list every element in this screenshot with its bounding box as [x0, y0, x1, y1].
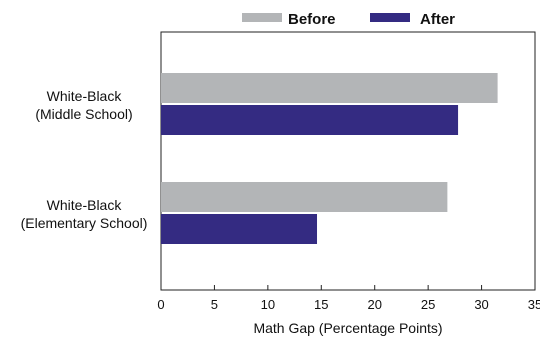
bar-after-1	[161, 214, 318, 244]
legend-label-before: Before	[288, 11, 336, 28]
x-tick-label-7: 35	[528, 297, 540, 312]
x-tick-label-0: 0	[157, 297, 164, 312]
category-label-line: White-Black	[47, 197, 123, 213]
bar-before-0	[161, 73, 498, 103]
plot-frame	[160, 31, 536, 291]
category-label-1: White-Black (Elementary School)	[21, 197, 148, 231]
category-label-line: White-Black	[47, 88, 123, 104]
bar-after-0	[161, 105, 459, 135]
legend-label-after: After	[420, 11, 455, 28]
category-label-0: White-Black (Middle School)	[35, 88, 132, 122]
legend-swatch-before	[242, 13, 282, 22]
x-tick-label-4: 20	[367, 297, 381, 312]
x-axis-label: Math Gap (Percentage Points)	[253, 320, 442, 336]
bar-before-1	[161, 182, 448, 212]
legend-swatch-after	[370, 13, 410, 22]
category-labels: White-Black (Middle School) White-Black (El…	[21, 88, 148, 231]
x-tick-label-1: 5	[211, 297, 218, 312]
bars	[161, 73, 498, 244]
x-tick-label-2: 10	[261, 297, 275, 312]
x-tick-label-5: 25	[421, 297, 435, 312]
x-tick-label-6: 30	[474, 297, 488, 312]
category-label-line: (Middle School)	[35, 106, 132, 122]
x-tick-label-3: 15	[314, 297, 328, 312]
category-label-line: (Elementary School)	[21, 215, 148, 231]
legend: Before After	[242, 11, 455, 28]
x-axis: 0 5 10 15 20 25 30 35	[157, 285, 540, 312]
